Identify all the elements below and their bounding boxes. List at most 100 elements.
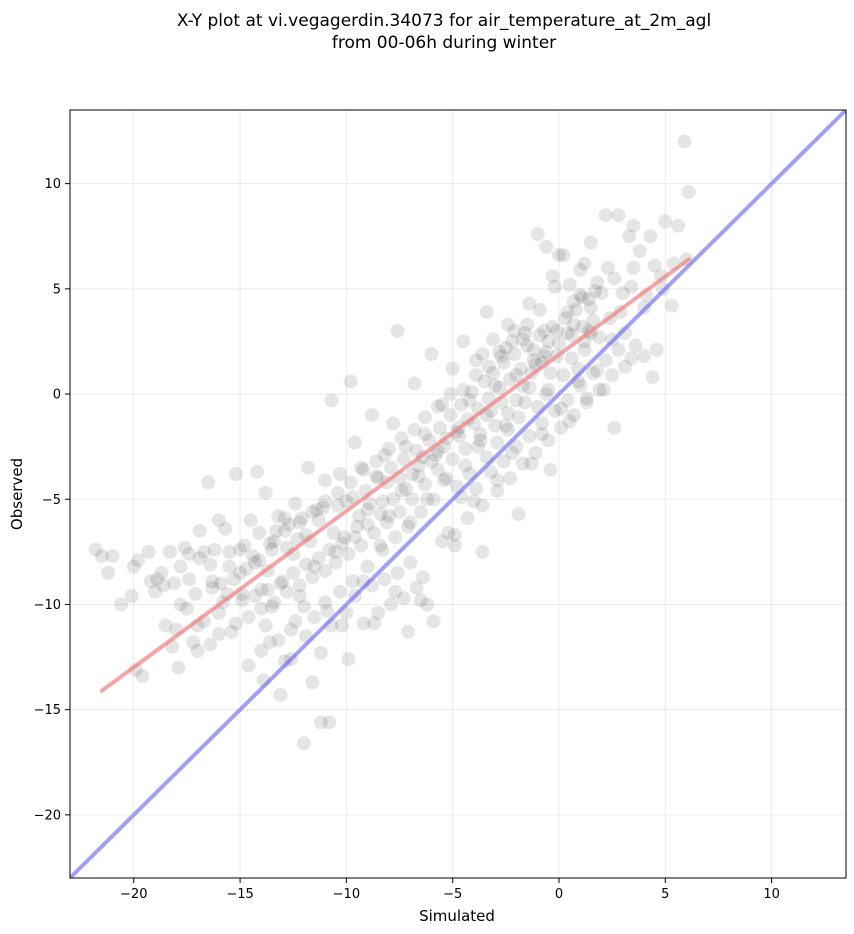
- scatter-point: [252, 553, 267, 568]
- scatter-point: [101, 565, 116, 580]
- scatter-point: [560, 326, 575, 341]
- scatter-point: [469, 353, 484, 368]
- scatter-point: [296, 736, 311, 751]
- scatter-point: [337, 530, 352, 545]
- scatter-point: [522, 380, 537, 395]
- scatter-point: [556, 368, 571, 383]
- scatter-point: [150, 572, 165, 587]
- scatter-point: [258, 485, 273, 500]
- scatter-point: [445, 452, 460, 467]
- scatter-point: [239, 561, 254, 576]
- scatter-point: [435, 534, 450, 549]
- scatter-point: [598, 208, 613, 223]
- scatter-point: [592, 382, 607, 397]
- scatter-point: [560, 304, 575, 319]
- scatter-point: [309, 502, 324, 517]
- scatter-point: [556, 248, 571, 263]
- scatter-point: [579, 395, 594, 410]
- scatter-point: [245, 549, 260, 564]
- scatter-point: [192, 523, 207, 538]
- y-tick-label: −5: [42, 493, 61, 508]
- scatter-point: [371, 471, 386, 486]
- scatter-point: [237, 538, 252, 553]
- scatter-point: [522, 429, 537, 444]
- scatter-point: [247, 589, 262, 604]
- y-tick-label: 10: [44, 177, 61, 192]
- scatter-point: [148, 584, 163, 599]
- scatter-point: [456, 334, 471, 349]
- scatter-point: [186, 635, 201, 650]
- scatter-point: [333, 467, 348, 482]
- x-tick-label: 0: [555, 887, 563, 902]
- scatter-point: [509, 368, 524, 383]
- scatter-point: [505, 445, 520, 460]
- scatter-point: [492, 344, 507, 359]
- scatter-point: [318, 563, 333, 578]
- scatter-point: [649, 342, 664, 357]
- scatter-point: [422, 433, 437, 448]
- scatter-point: [526, 353, 541, 368]
- scatter-point: [437, 473, 452, 488]
- scatter-point: [622, 229, 637, 244]
- scatter-point: [367, 616, 382, 631]
- scatter-point: [530, 227, 545, 242]
- scatter-point: [388, 584, 403, 599]
- scatter-point: [526, 342, 541, 357]
- scatter-point: [211, 626, 226, 641]
- scatter-point: [243, 513, 258, 528]
- scatter-point: [211, 513, 226, 528]
- scatter-point: [173, 559, 188, 574]
- x-tick-label: −20: [120, 887, 147, 902]
- scatter-point: [213, 576, 228, 591]
- scatter-point: [447, 538, 462, 553]
- scatter-point: [322, 542, 337, 557]
- scatter-point: [320, 603, 335, 618]
- scatter-point: [418, 427, 433, 442]
- scatter-point: [568, 302, 583, 317]
- scatter-point: [573, 378, 588, 393]
- scatter-point: [292, 578, 307, 593]
- scatter-point: [260, 582, 275, 597]
- scatter-point: [560, 393, 575, 408]
- scatter-point: [254, 582, 269, 597]
- scatter-point: [596, 382, 611, 397]
- scatter-point: [360, 517, 375, 532]
- scatter-point: [492, 380, 507, 395]
- y-axis-ticks: −20 −15 −10 −5 0 5 10: [34, 177, 70, 823]
- scatter-point: [328, 544, 343, 559]
- scatter-point: [394, 483, 409, 498]
- y-tick-label: −15: [34, 703, 61, 718]
- scatter-point: [375, 542, 390, 557]
- scatter-point: [554, 401, 569, 416]
- x-axis-label: Simulated: [419, 907, 495, 925]
- scatter-point: [381, 441, 396, 456]
- scatter-point: [401, 624, 416, 639]
- scatter-point: [143, 574, 158, 589]
- scatter-point: [515, 456, 530, 471]
- scatter-point: [307, 559, 322, 574]
- scatter-point: [647, 258, 662, 273]
- scatter-point: [426, 614, 441, 629]
- scatter-points: [88, 134, 696, 751]
- scatter-point: [135, 669, 150, 684]
- scatter-point: [356, 462, 371, 477]
- scatter-point: [205, 574, 220, 589]
- x-tick-label: −5: [443, 887, 462, 902]
- scatter-point: [247, 555, 262, 570]
- scatter-point: [196, 544, 211, 559]
- scatter-point: [339, 494, 354, 509]
- scatter-point: [615, 286, 630, 301]
- scatter-point: [443, 387, 458, 402]
- scatter-point: [654, 269, 669, 284]
- scatter-point: [524, 456, 539, 471]
- scatter-point: [520, 338, 535, 353]
- scatter-point: [677, 134, 692, 149]
- scatter-point: [498, 418, 513, 433]
- scatter-point: [273, 687, 288, 702]
- scatter-point: [386, 492, 401, 507]
- scatter-point: [167, 576, 182, 591]
- scatter-point: [328, 555, 343, 570]
- scatter-point: [335, 618, 350, 633]
- scatter-point: [517, 395, 532, 410]
- scatter-point: [528, 445, 543, 460]
